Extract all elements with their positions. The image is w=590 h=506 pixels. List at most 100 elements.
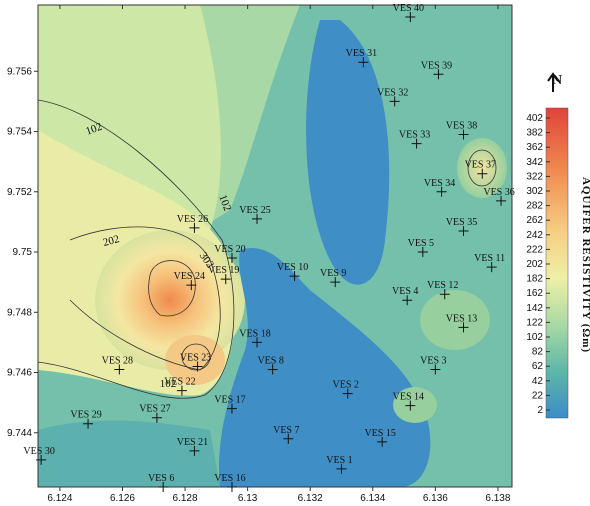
sample-point (267, 364, 278, 375)
colorbar-tick-label: 362 (526, 142, 543, 153)
contour-label: 102 (216, 193, 233, 213)
sample-point (433, 69, 444, 80)
point-label: VES 8 (257, 356, 283, 367)
sample-point (496, 195, 507, 206)
sample-point (402, 295, 413, 306)
colorbar-tick-label: 402 (526, 113, 543, 124)
colorbar-tick-label: 242 (526, 230, 543, 241)
point-label: VES 2 (333, 380, 359, 391)
point-label: VES 38 (446, 121, 477, 132)
point-label: VES 20 (214, 244, 245, 255)
point-label: VES 32 (377, 87, 408, 98)
sample-point (252, 213, 263, 224)
sample-point (336, 463, 347, 474)
colorbar-tick-label: 262 (526, 215, 543, 226)
sample-point (486, 262, 497, 273)
point-label: VES 28 (102, 356, 133, 367)
point-label: VES 21 (177, 437, 208, 448)
point-label: VES 27 (139, 404, 170, 415)
point-label: VES 1 (326, 455, 352, 466)
sample-point (192, 361, 203, 372)
point-label: VES 11 (474, 253, 505, 264)
plot-frame (37, 4, 513, 488)
sample-point (458, 225, 469, 236)
sample-point (36, 454, 47, 465)
sample-point (176, 385, 187, 396)
point-label: VES 31 (346, 48, 377, 59)
point-label: VES 29 (70, 410, 101, 421)
point-label: VES 30 (23, 446, 54, 457)
colorbar-tick-label: 62 (532, 361, 544, 372)
sample-point (439, 289, 450, 300)
colorbar-tick-label: 142 (526, 303, 543, 314)
sample-point (186, 280, 197, 291)
sample-point (377, 436, 388, 447)
x-tick-label: 6.126 (110, 493, 135, 504)
y-tick-label: 9.75 (13, 247, 33, 258)
north-arrow (547, 72, 559, 92)
colorbar-tick-label: 162 (526, 288, 543, 299)
colorbar-tick-label: 342 (526, 157, 543, 168)
sample-point (289, 271, 300, 282)
point-label: VES 26 (177, 214, 208, 225)
colorbar-tick-label: 102 (526, 332, 543, 343)
point-label: VES 34 (424, 178, 455, 189)
sample-point (220, 274, 231, 285)
sample-point (226, 253, 237, 264)
x-tick-label: 6.136 (423, 493, 448, 504)
point-label: VES 23 (180, 353, 211, 364)
contour-field (38, 5, 512, 487)
x-tick-label: 6.124 (47, 493, 72, 504)
y-tick-label: 9.748 (7, 307, 32, 318)
y-tick-label: 9.746 (7, 368, 32, 379)
sample-point (83, 418, 94, 429)
point-label: VES 5 (408, 238, 434, 249)
dynamic-layer: 6.124 6.126 6.128 6.13 6.132 6.134 6.136 6.138 9… (7, 3, 550, 504)
sample-point (189, 222, 200, 233)
point-label: VES 14 (393, 392, 424, 403)
sample-point (330, 277, 341, 288)
point-label: VES 9 (320, 268, 346, 279)
x-tick-label: 6.134 (360, 493, 385, 504)
x-tick-label: 6.138 (485, 493, 510, 504)
sample-point (389, 96, 400, 107)
colorbar (545, 107, 569, 419)
point-label: VES 35 (446, 217, 477, 228)
colorbar-tick-label: 82 (532, 347, 544, 358)
point-label: VES 10 (277, 262, 308, 273)
point-label: VES 16 (214, 473, 245, 484)
sample-point (405, 12, 416, 23)
point-label: VES 4 (392, 286, 418, 297)
colorbar-tick-label: 122 (526, 317, 543, 328)
sample-point (114, 364, 125, 375)
y-tick-label: 9.752 (7, 187, 32, 198)
colorbar-tick-label: 322 (526, 171, 543, 182)
colorbar-tick-label: 302 (526, 186, 543, 197)
sample-point (226, 403, 237, 414)
point-label: VES 19 (208, 265, 239, 276)
colorbar-tick-label: 282 (526, 201, 543, 212)
colorbar-label: AQUIFER RESISTIVITY (Ωm) (580, 177, 590, 353)
colorbar-tick-label: 42 (532, 376, 544, 387)
colorbar-tick-label: 2 (537, 405, 543, 416)
point-label: VES 6 (148, 473, 174, 484)
point-label: VES 17 (214, 395, 245, 406)
x-tick-label: 6.13 (238, 493, 258, 504)
x-tick-label: 6.132 (298, 493, 323, 504)
sample-point (458, 322, 469, 333)
sample-point (158, 482, 169, 492)
point-label: VES 13 (446, 313, 477, 324)
point-label: VES 33 (399, 130, 430, 141)
sample-point (477, 168, 488, 179)
y-tick-label: 9.756 (7, 66, 32, 77)
point-label: VES 24 (174, 271, 205, 282)
sample-point (405, 400, 416, 411)
sample-point (430, 364, 441, 375)
sample-point (417, 247, 428, 258)
y-tick-label: 9.754 (7, 127, 32, 138)
sample-point (436, 186, 447, 197)
point-label: VES 7 (273, 425, 299, 436)
contour-label: 202 (102, 233, 121, 249)
colorbar-tick-label: 222 (526, 244, 543, 255)
